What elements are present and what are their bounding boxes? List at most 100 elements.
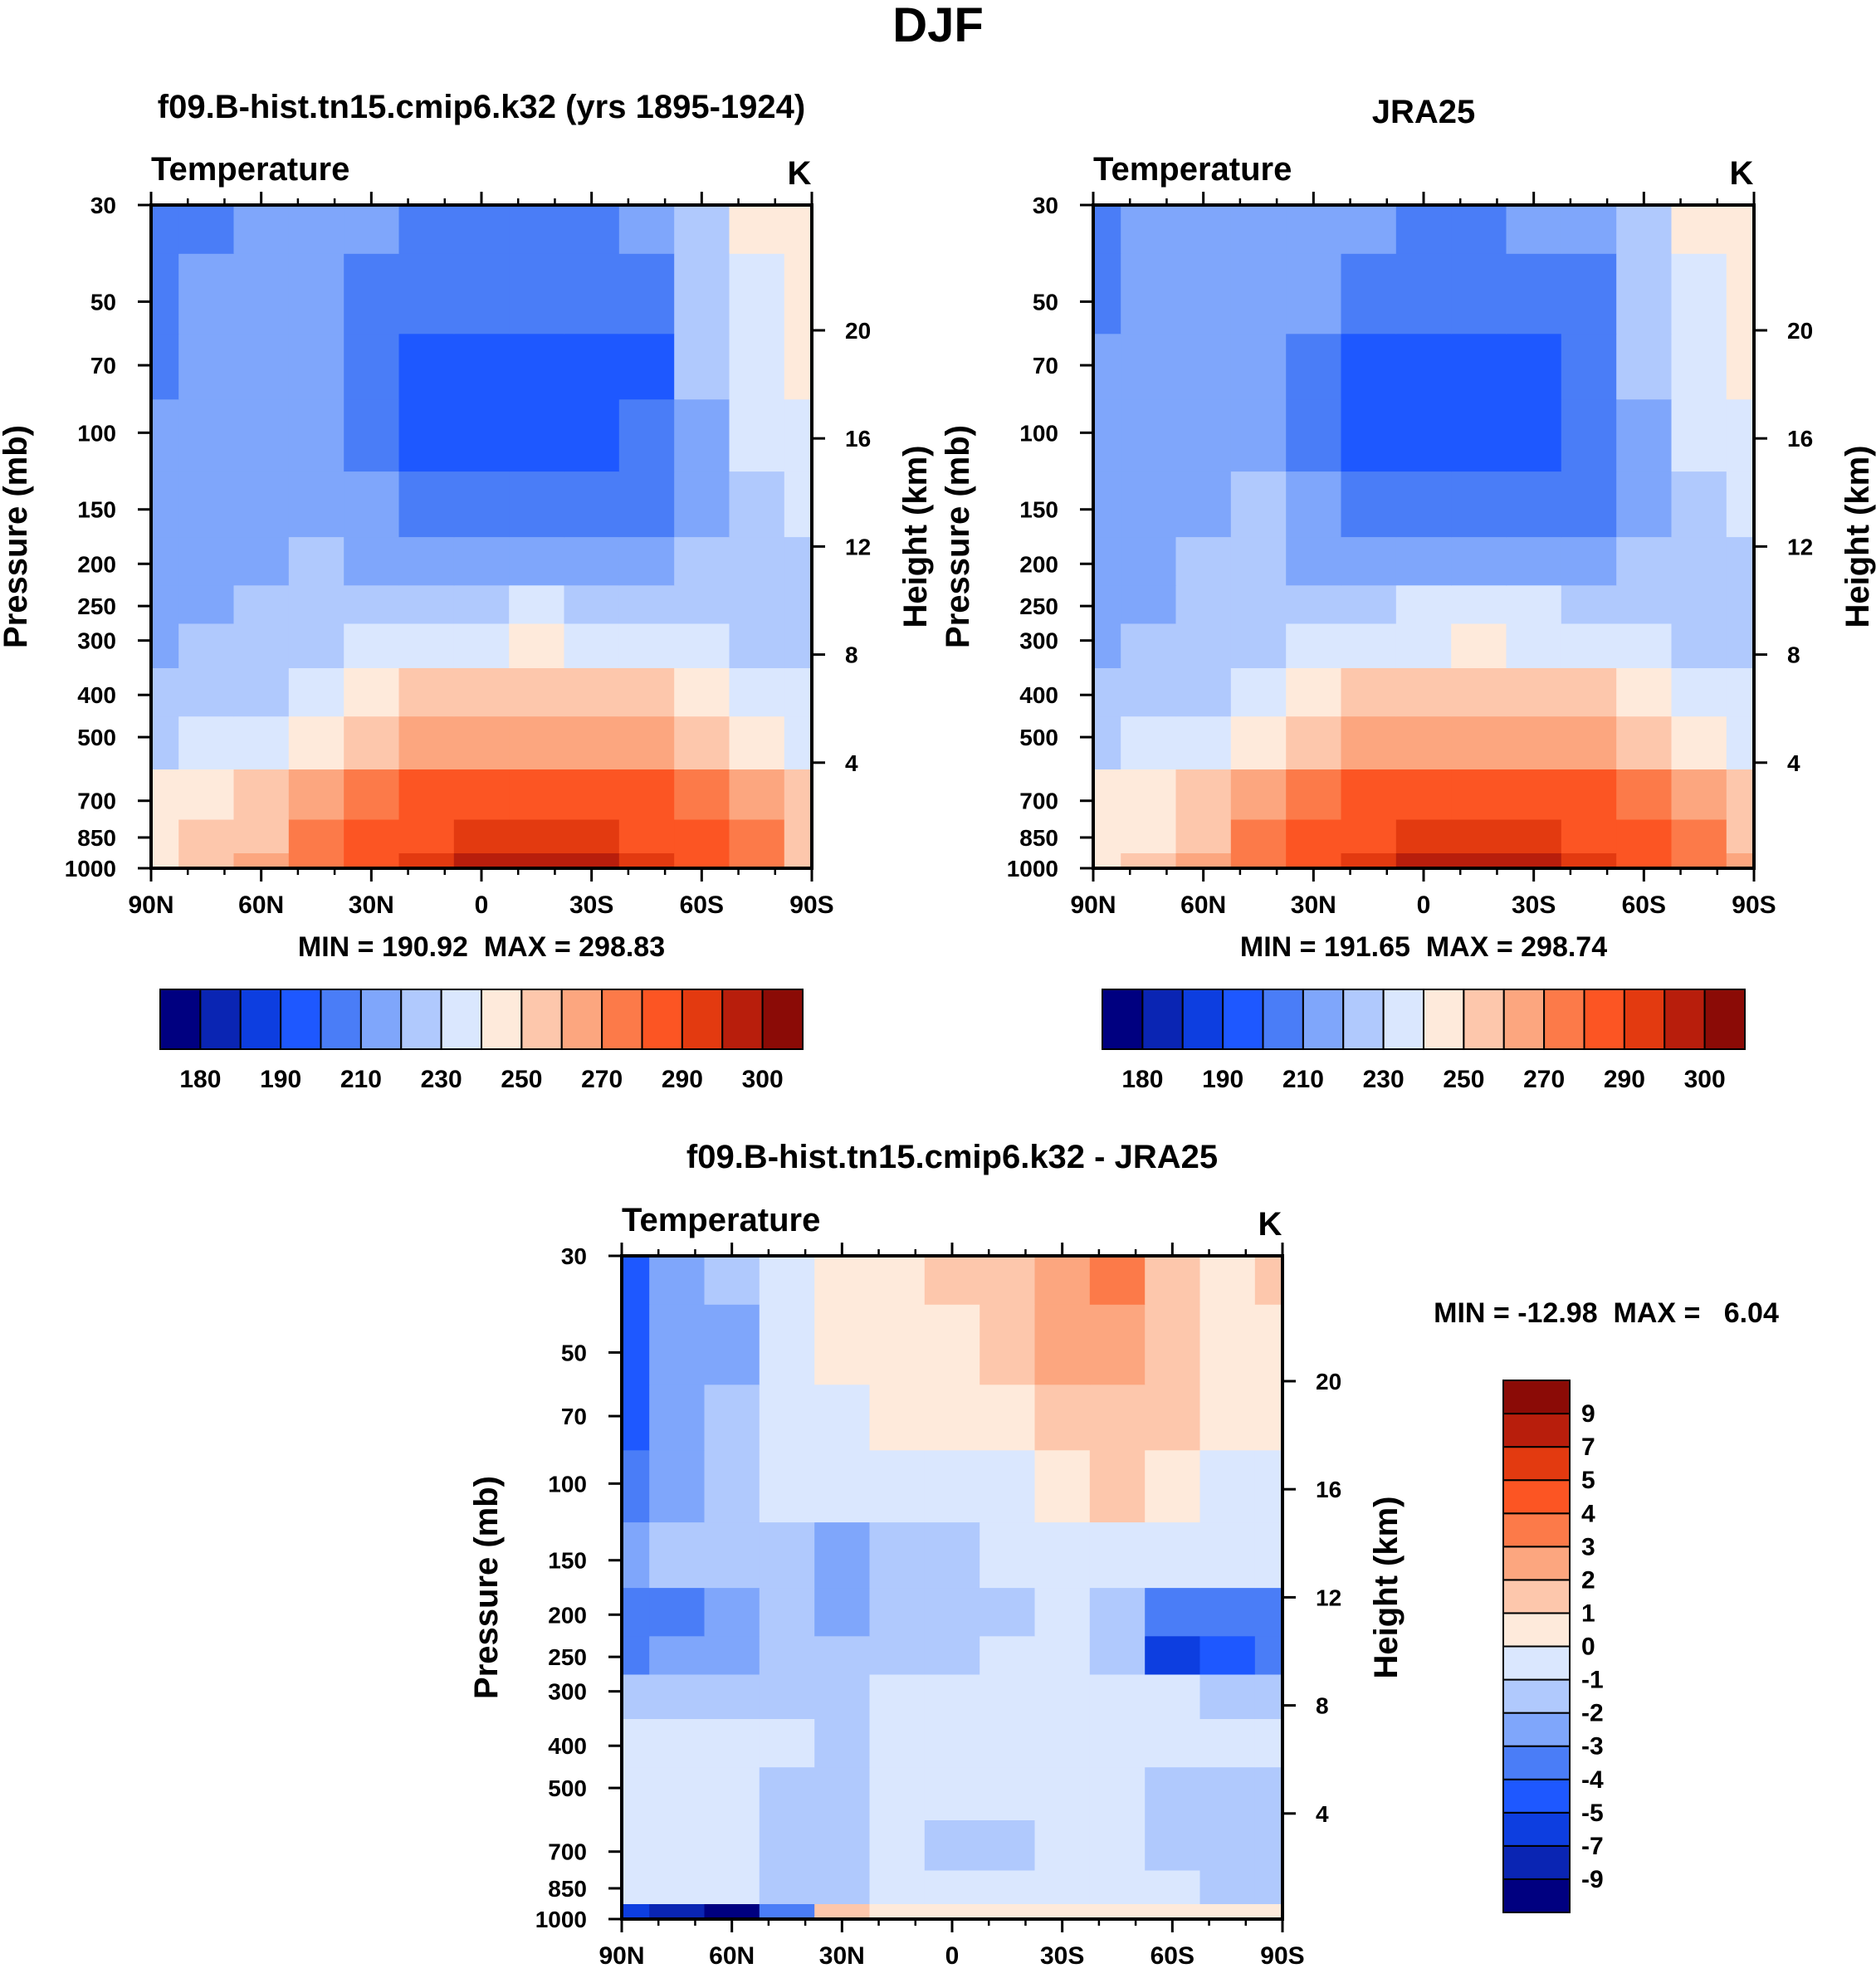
field-cell <box>704 1521 760 1589</box>
field-cell <box>1230 818 1287 853</box>
field-cell <box>729 536 785 586</box>
field-cell <box>1451 852 1507 869</box>
colorbar-swatch <box>761 989 804 1050</box>
field-cell <box>1093 253 1121 335</box>
field-cell <box>1254 1384 1283 1451</box>
field-cell <box>1089 1903 1146 1920</box>
field-cell <box>869 1587 926 1637</box>
field-cell <box>924 1718 980 1768</box>
field-cell <box>178 536 235 586</box>
field-cell <box>1726 398 1755 472</box>
field-cell <box>1286 623 1342 668</box>
field-cell <box>704 1819 760 1871</box>
field-cell <box>398 584 455 624</box>
field-cell <box>1726 536 1755 586</box>
field-cell <box>674 623 730 668</box>
figure-title: DJF <box>892 0 984 52</box>
y-tick-label: 100 <box>548 1471 587 1497</box>
field-cell <box>814 1718 871 1768</box>
variable-label: Temperature <box>151 151 349 188</box>
field-cell <box>1671 769 1727 820</box>
field-cell <box>1561 715 1617 769</box>
field-cell <box>924 1449 980 1523</box>
field-cell <box>1506 715 1562 769</box>
colorbar-label: -5 <box>1581 1800 1604 1827</box>
field-cell <box>924 1256 980 1305</box>
colorbar-label: 230 <box>1363 1066 1405 1093</box>
field-cell <box>1034 1384 1091 1451</box>
field-cell <box>1254 1819 1283 1871</box>
field-cell <box>151 818 179 853</box>
field-cell <box>1089 1449 1146 1523</box>
field-cell <box>1199 1819 1256 1871</box>
field-cell <box>151 205 179 254</box>
colorbar-swatch <box>1502 1579 1571 1614</box>
colorbar-label: 4 <box>1581 1500 1595 1527</box>
field-cell <box>1726 471 1755 538</box>
field-cell <box>453 253 510 335</box>
field-cell <box>649 1449 706 1523</box>
min-max-stats: MIN = -12.98 MAX = 6.04 <box>1434 1297 1779 1329</box>
field-cell <box>1034 1766 1091 1820</box>
field-cell <box>1121 715 1177 769</box>
y2-axis-title: Height (km) <box>1368 1497 1405 1679</box>
colorbar-swatch <box>1262 989 1304 1050</box>
field-cell <box>924 1766 980 1820</box>
field-cell <box>1286 205 1342 254</box>
field-cell <box>1093 667 1121 717</box>
field-cell <box>1199 1384 1256 1451</box>
field-cell <box>1145 1256 1201 1305</box>
y2-tick-label: 8 <box>845 642 858 668</box>
colorbar-label: 290 <box>662 1066 703 1093</box>
field-cell <box>814 1449 871 1523</box>
colorbar-label: -4 <box>1581 1766 1604 1794</box>
field-cell <box>1395 769 1452 820</box>
colorbar-swatch <box>1463 989 1505 1050</box>
colorbar-swatch <box>1502 1645 1571 1681</box>
field-cell <box>344 852 400 869</box>
field-cell <box>398 536 455 586</box>
field-cell <box>564 667 620 717</box>
field-cell <box>618 769 675 820</box>
field-cell <box>1089 1635 1146 1675</box>
field-cell <box>704 1766 760 1820</box>
field-cell <box>729 333 785 400</box>
colorbar-label: 7 <box>1581 1433 1595 1461</box>
field-cell <box>178 333 235 400</box>
field-cell <box>649 1304 706 1385</box>
field-cell <box>704 1256 760 1305</box>
field-cell <box>1199 1673 1256 1719</box>
field-cell <box>674 398 730 472</box>
field-cell <box>869 1766 926 1820</box>
colorbar-swatch <box>1502 1512 1571 1548</box>
y-tick-label: 100 <box>77 420 116 446</box>
y-tick-label: 500 <box>1019 725 1058 750</box>
field-cell <box>924 1903 980 1920</box>
field-cell <box>704 1384 760 1451</box>
colorbar-label: -1 <box>1581 1667 1604 1694</box>
x-tick-label: 60S <box>1151 1942 1194 1970</box>
field-cell <box>1341 584 1397 624</box>
y-tick-label: 250 <box>548 1644 587 1670</box>
field-cell <box>814 1384 871 1451</box>
x-tick-label: 90S <box>789 891 833 919</box>
colorbar: 180 190 210 230 250 270 290 300 <box>159 989 804 1093</box>
colorbar-swatch <box>1141 989 1184 1050</box>
field-cell <box>151 398 179 472</box>
colorbar-swatch <box>1502 1712 1571 1747</box>
colorbar-label: 250 <box>1443 1066 1484 1093</box>
field-cell <box>1286 584 1342 624</box>
colorbar-swatch <box>601 989 643 1050</box>
field-cell <box>784 471 813 538</box>
field-cell <box>1230 536 1287 586</box>
field-cell <box>233 715 290 769</box>
field-cell <box>1286 715 1342 769</box>
field-cell <box>1199 1869 1256 1904</box>
field-cell <box>674 769 730 820</box>
colorbar-swatch <box>1502 1778 1571 1814</box>
field-cell <box>1121 769 1177 820</box>
colorbar-swatch <box>1502 1380 1571 1415</box>
min-max-stats: MIN = 191.65 MAX = 298.74 <box>1240 931 1607 963</box>
x-tick-label: 60N <box>1180 891 1226 919</box>
colorbar-swatch <box>1502 1413 1571 1448</box>
